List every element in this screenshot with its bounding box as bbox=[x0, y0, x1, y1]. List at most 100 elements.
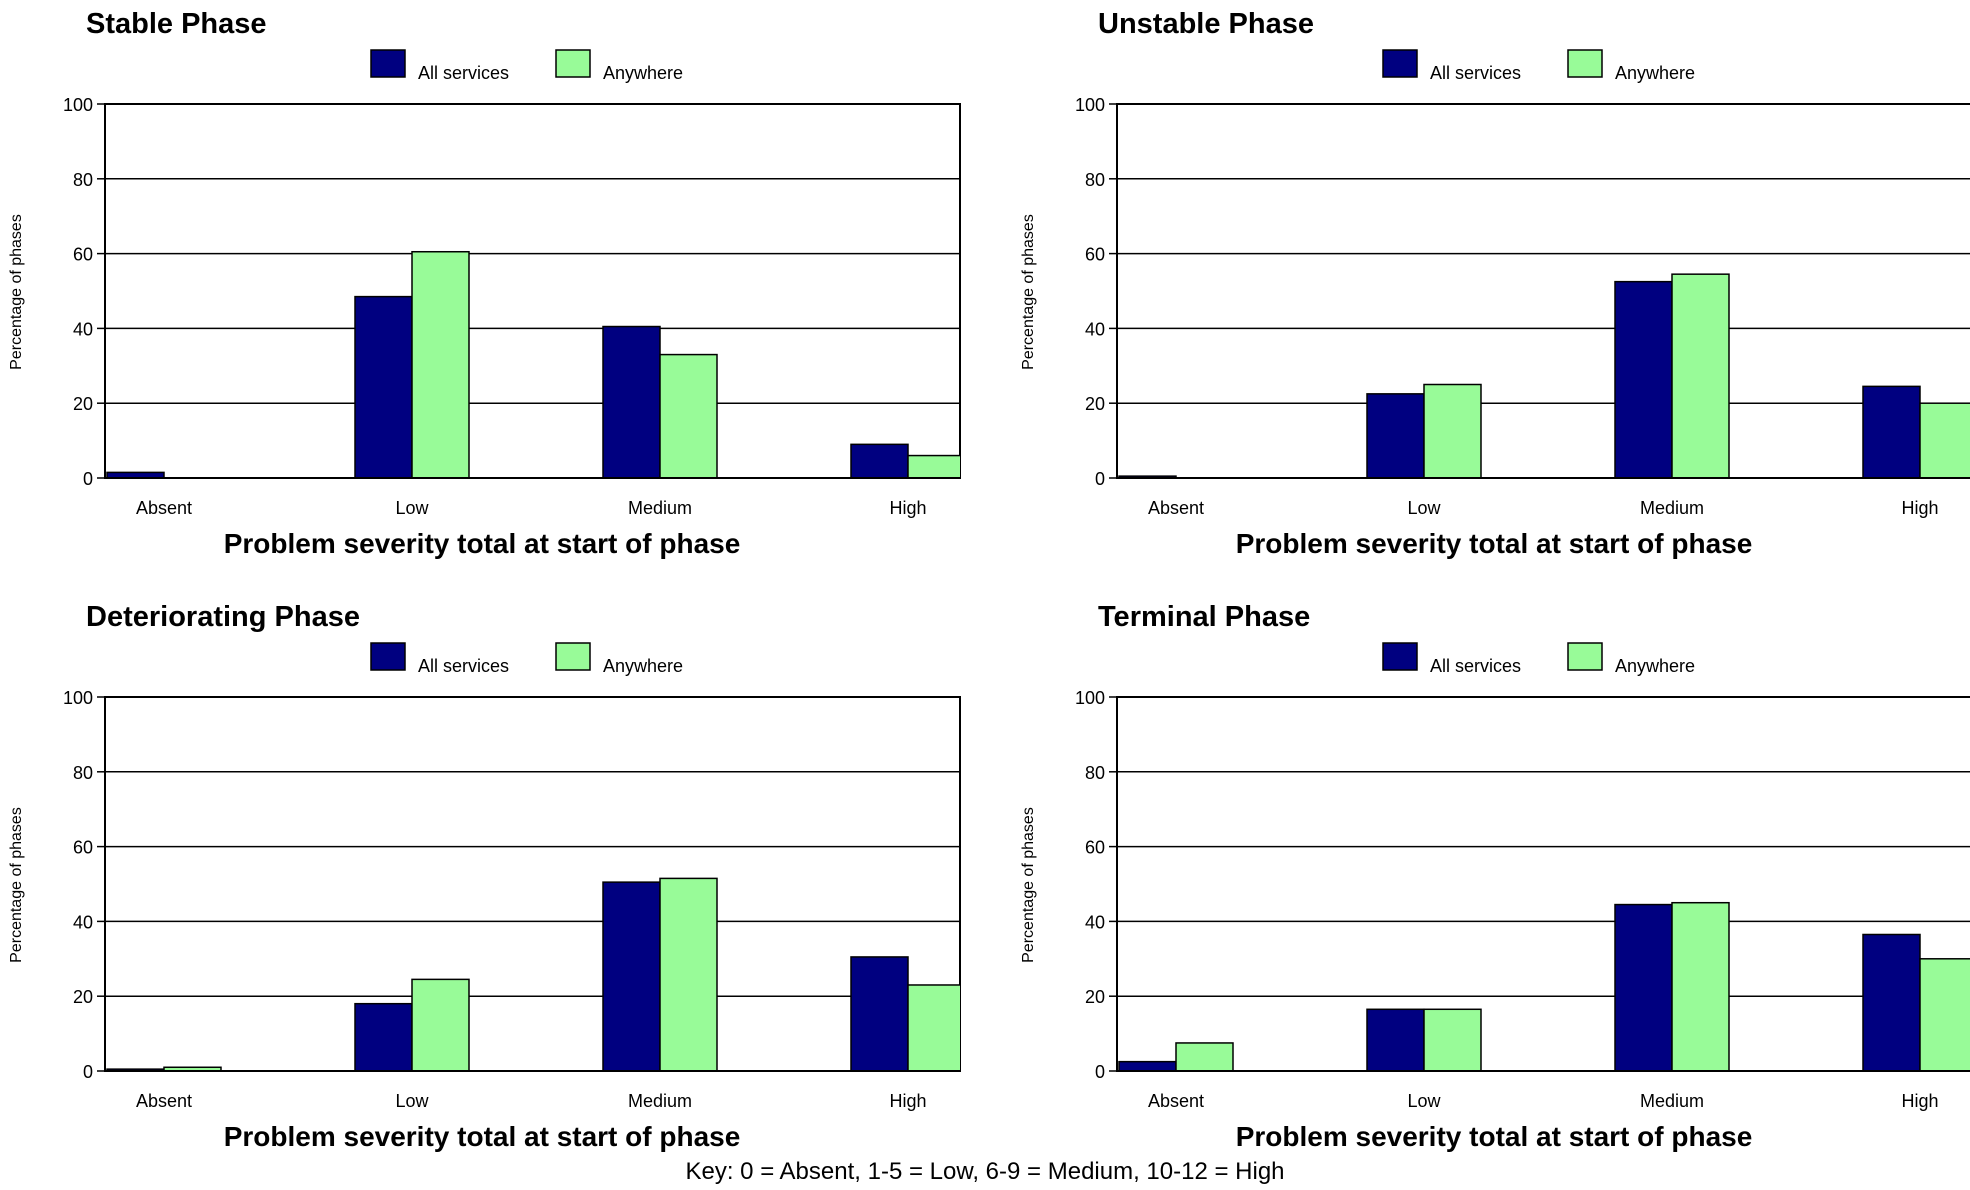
y-tick-label: 80 bbox=[73, 763, 93, 783]
y-tick-label: 100 bbox=[1075, 95, 1105, 115]
legend-swatch-all-services bbox=[370, 49, 406, 78]
legend-label-anywhere: Anywhere bbox=[603, 656, 683, 676]
x-tick-label-absent: Absent bbox=[136, 498, 192, 518]
y-tick-label: 20 bbox=[1085, 394, 1105, 414]
y-tick-label: 40 bbox=[73, 912, 93, 932]
bar-all-services-high bbox=[850, 956, 909, 1072]
legend-label-anywhere: Anywhere bbox=[603, 63, 683, 83]
y-tick-label: 20 bbox=[1085, 987, 1105, 1007]
legend-swatch-anywhere bbox=[1567, 642, 1603, 671]
bar-all-services-medium bbox=[602, 325, 661, 479]
x-tick-label-absent: Absent bbox=[1148, 498, 1204, 518]
legend-label-all-services: All services bbox=[418, 656, 509, 676]
bar-all-services-medium bbox=[1614, 280, 1673, 479]
bar-anywhere-high bbox=[907, 454, 960, 479]
x-tick-label-absent: Absent bbox=[1148, 1091, 1204, 1111]
x-tick-label-high: High bbox=[889, 498, 926, 518]
legend-swatch-all-services bbox=[1382, 49, 1418, 78]
legend-label-all-services: All services bbox=[1430, 63, 1521, 83]
x-tick-label-high: High bbox=[1901, 1091, 1938, 1111]
bar-anywhere-high bbox=[1919, 402, 1970, 479]
chart-title: Deteriorating Phase bbox=[86, 601, 360, 633]
x-axis-label: Problem severity total at start of phase bbox=[224, 1121, 741, 1152]
bar-anywhere-medium bbox=[659, 353, 718, 479]
y-tick-label: 80 bbox=[1085, 170, 1105, 190]
y-tick-label: 60 bbox=[1085, 838, 1105, 858]
x-tick-label-medium: Medium bbox=[1640, 498, 1704, 518]
y-tick-label: 20 bbox=[73, 394, 93, 414]
severity-key: Key: 0 = Absent, 1-5 = Low, 6-9 = Medium… bbox=[685, 1158, 1285, 1185]
y-axis-label: Percentage of phases bbox=[8, 214, 25, 370]
y-tick-label: 60 bbox=[73, 838, 93, 858]
bar-all-services-high bbox=[850, 443, 909, 479]
x-tick-label-high: High bbox=[889, 1091, 926, 1111]
y-tick-label: 0 bbox=[83, 469, 93, 489]
bar-all-services-low bbox=[354, 295, 413, 479]
bars-group bbox=[106, 877, 960, 1072]
legend-label-anywhere: Anywhere bbox=[1615, 656, 1695, 676]
bar-anywhere-low bbox=[1423, 383, 1482, 479]
plot-frame bbox=[104, 103, 961, 479]
y-axis-label: Percentage of phases bbox=[1020, 214, 1037, 370]
x-axis-label: Problem severity total at start of phase bbox=[1236, 1121, 1753, 1152]
legend-label-all-services: All services bbox=[418, 63, 509, 83]
bar-anywhere-medium bbox=[1671, 901, 1730, 1072]
legend-swatch-all-services bbox=[1382, 642, 1418, 671]
x-tick-label-absent: Absent bbox=[136, 1091, 192, 1111]
x-tick-label-medium: Medium bbox=[1640, 1091, 1704, 1111]
x-tick-label-low: Low bbox=[1407, 498, 1441, 518]
legend-swatch-anywhere bbox=[1567, 49, 1603, 78]
chart-panel-deteriorating-phase: Deteriorating Phase All services Anywhere 0… bbox=[8, 601, 961, 1152]
x-tick-label-medium: Medium bbox=[628, 1091, 692, 1111]
bars-group bbox=[1118, 273, 1970, 479]
chart-title: Stable Phase bbox=[86, 8, 267, 40]
x-tick-label-low: Low bbox=[1407, 1091, 1441, 1111]
x-axis-label: Problem severity total at start of phase bbox=[1236, 528, 1753, 559]
chart-title: Terminal Phase bbox=[1098, 601, 1310, 633]
bar-anywhere-high bbox=[907, 984, 960, 1072]
bar-anywhere-absent bbox=[1175, 1042, 1234, 1072]
plot-frame bbox=[1116, 103, 1970, 479]
chart-panel-terminal-phase: Terminal Phase All services Anywhere 0 20 40 6… bbox=[1020, 601, 1970, 1152]
bar-all-services-low bbox=[1366, 1008, 1425, 1072]
bar-all-services-high bbox=[1862, 933, 1921, 1072]
y-tick-label: 80 bbox=[1085, 763, 1105, 783]
bar-anywhere-medium bbox=[659, 877, 718, 1072]
y-axis-label: Percentage of phases bbox=[1020, 807, 1037, 963]
chart-panel-unstable-phase: Unstable Phase All services Anywhere 0 20 40 6… bbox=[1020, 8, 1970, 559]
y-tick-label: 40 bbox=[1085, 319, 1105, 339]
bar-anywhere-low bbox=[1423, 1008, 1482, 1072]
y-tick-label: 100 bbox=[1075, 688, 1105, 708]
chart-title: Unstable Phase bbox=[1098, 8, 1314, 40]
x-tick-label-low: Low bbox=[395, 1091, 429, 1111]
legend-label-all-services: All services bbox=[1430, 656, 1521, 676]
bar-all-services-low bbox=[1366, 393, 1425, 479]
legend-swatch-anywhere bbox=[555, 49, 591, 78]
y-tick-label: 80 bbox=[73, 170, 93, 190]
plot-frame bbox=[1116, 696, 1970, 1072]
x-axis-label: Problem severity total at start of phase bbox=[224, 528, 741, 559]
bar-all-services-medium bbox=[1614, 903, 1673, 1072]
y-axis-label: Percentage of phases bbox=[8, 807, 25, 963]
bars-group bbox=[106, 250, 960, 479]
bar-anywhere-high bbox=[1919, 958, 1970, 1072]
x-tick-label-low: Low bbox=[395, 498, 429, 518]
legend-label-anywhere: Anywhere bbox=[1615, 63, 1695, 83]
bar-anywhere-low bbox=[411, 978, 470, 1072]
x-tick-label-medium: Medium bbox=[628, 498, 692, 518]
y-tick-label: 60 bbox=[73, 245, 93, 265]
chart-panel-stable-phase: Stable Phase All services Anywhere 0 20 40 60 8… bbox=[8, 8, 961, 559]
y-tick-label: 20 bbox=[73, 987, 93, 1007]
bar-all-services-high bbox=[1862, 385, 1921, 479]
y-tick-label: 40 bbox=[73, 319, 93, 339]
y-tick-label: 40 bbox=[1085, 912, 1105, 932]
x-tick-label-high: High bbox=[1901, 498, 1938, 518]
legend-swatch-all-services bbox=[370, 642, 406, 671]
bar-all-services-low bbox=[354, 1002, 413, 1072]
legend-swatch-anywhere bbox=[555, 642, 591, 671]
y-tick-label: 100 bbox=[63, 95, 93, 115]
plot-frame bbox=[104, 696, 961, 1072]
y-tick-label: 0 bbox=[83, 1062, 93, 1082]
